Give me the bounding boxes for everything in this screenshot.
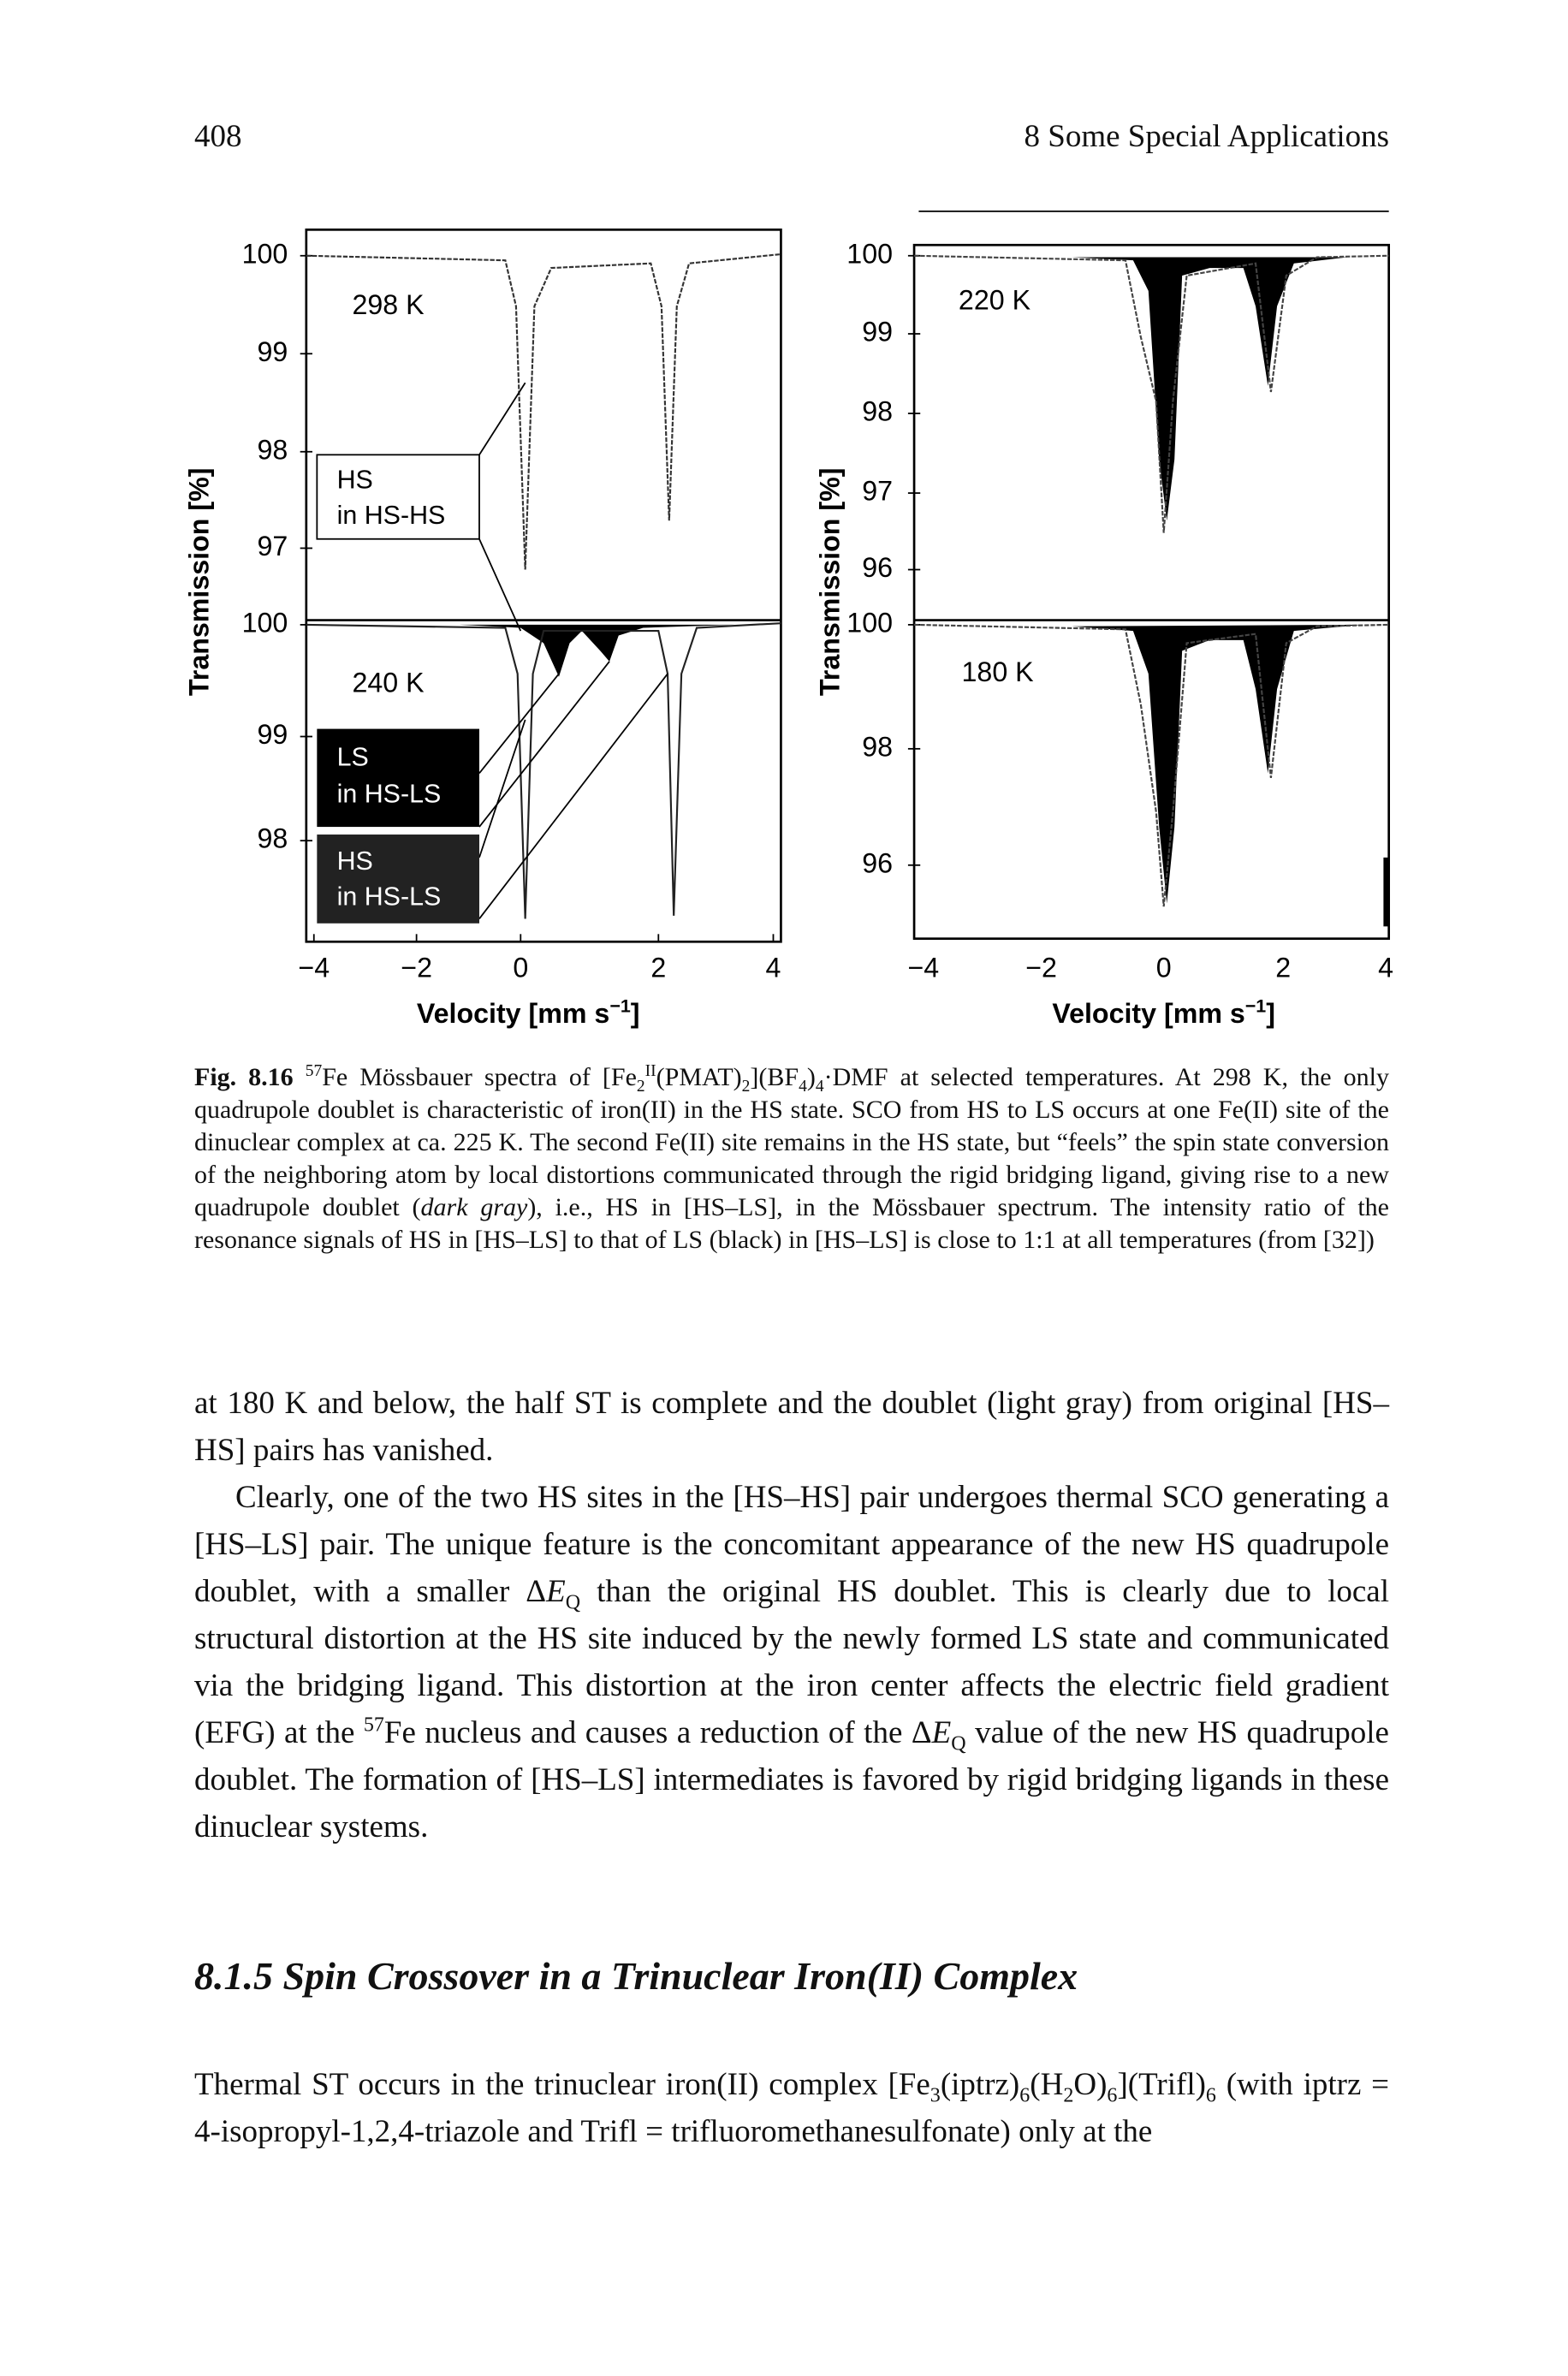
spectrum-fill — [1072, 257, 1348, 521]
y-tick-label: 97 — [862, 476, 893, 507]
caption-text: ·DMF at selected temperatures. At 298 K,… — [194, 1063, 1389, 1221]
caption-text: 2 — [741, 1078, 751, 1096]
legend-text: in HS-LS — [337, 779, 442, 808]
x-axis-label: Velocity [mm s−1] — [417, 996, 640, 1030]
text: 6 — [1019, 2084, 1030, 2107]
x-tick-label: −4 — [907, 952, 939, 983]
caption-text: 57 — [305, 1062, 323, 1080]
y-tick-label: 96 — [862, 552, 893, 583]
spectrum — [306, 622, 781, 919]
caption-text: (PMAT) — [656, 1063, 742, 1091]
spectrum-fill — [459, 624, 735, 677]
legend-box — [317, 728, 479, 828]
text: (with iptrz = 4-isopropyl-1,2,4-triazole… — [194, 2067, 1389, 2149]
y-tick-label: 98 — [862, 396, 893, 427]
text: O) — [1073, 2067, 1108, 2102]
caption-text: 4 — [799, 1078, 807, 1096]
caption-text: ) — [806, 1063, 816, 1091]
left-panel: 100 99 98 97 100 99 98 −4 −2 0 2 4 Trans… — [183, 229, 782, 1030]
legend-text: in HS-LS — [337, 882, 442, 911]
text: Clearly, one of the two HS sites in the … — [194, 1480, 1389, 1609]
y-axis-label: Transmission [%] — [814, 468, 845, 697]
text: 57 — [363, 1714, 384, 1737]
y-tick-label: 100 — [242, 607, 288, 638]
caption-text: dark gray — [420, 1193, 528, 1221]
leader-lines — [478, 382, 668, 919]
spectrum — [306, 252, 781, 570]
page-number: 408 — [194, 119, 242, 154]
temperature-label: 220 K — [959, 284, 1031, 315]
caption-text: ](BF — [750, 1063, 799, 1091]
x-tick-label: 2 — [1275, 952, 1291, 983]
text: than the original HS doublet. This is cl… — [194, 1574, 1390, 1750]
y-tick-label: 99 — [862, 317, 893, 347]
temperature-label: 180 K — [962, 656, 1035, 687]
legend-text: HS — [337, 846, 373, 876]
caption-text: 4 — [815, 1078, 824, 1096]
body-text: at 180 K and below, the half ST is compl… — [194, 1380, 1389, 1850]
y-tick-label: 100 — [242, 238, 288, 269]
legend-text: LS — [337, 743, 369, 772]
x-tick-label: 0 — [1156, 952, 1172, 983]
text: (H — [1030, 2067, 1064, 2102]
legend-text: HS — [337, 466, 373, 495]
text: value of the new HS quadrupole doublet. … — [194, 1715, 1389, 1844]
text: 6 — [1205, 2084, 1216, 2107]
y-tick-label: 96 — [862, 847, 893, 878]
y-axis-label: Transmission [%] — [183, 468, 214, 697]
legend-text: in HS-HS — [337, 501, 446, 530]
section-heading: 8.1.5 Spin Crossover in a Trinuclear Iro… — [194, 1954, 1078, 1998]
legend-box — [317, 835, 479, 924]
temperature-label: 298 K — [352, 289, 425, 320]
paragraph: at 180 K and below, the half ST is compl… — [194, 1386, 1389, 1468]
y-tick-label: 98 — [258, 434, 288, 465]
text: Q — [951, 1732, 966, 1755]
y-tick-label: 100 — [846, 238, 893, 269]
y-tick-label: 97 — [258, 531, 288, 561]
text: Fe nucleus and causes a reduction of the… — [383, 1715, 932, 1750]
text: 3 — [930, 2084, 941, 2107]
temperature-label: 240 K — [352, 668, 425, 698]
spectrum-fill — [1072, 624, 1363, 904]
y-tick-label: 99 — [258, 336, 288, 367]
text: 6 — [1107, 2084, 1118, 2107]
text: Q — [565, 1591, 581, 1614]
text: E — [546, 1574, 566, 1609]
text: Thermal ST occurs in the trinuclear iron… — [194, 2067, 930, 2102]
y-tick-label: 99 — [258, 719, 288, 750]
legend-box — [316, 454, 480, 540]
x-axis-label: Velocity [mm s−1] — [1052, 996, 1275, 1030]
text: 2 — [1063, 2084, 1074, 2107]
spectrum — [914, 254, 1389, 533]
paragraph: Thermal ST occurs in the trinuclear iron… — [194, 2061, 1389, 2155]
x-tick-label: −4 — [298, 952, 330, 983]
y-tick-label: 100 — [846, 607, 893, 638]
x-tick-label: 0 — [513, 952, 528, 983]
text: ](Trifl) — [1117, 2067, 1206, 2102]
caption-text: Fe Mössbauer spectra of [Fe — [322, 1063, 637, 1091]
caption-label: Fig. 8.16 — [194, 1063, 294, 1091]
right-panel: 100 99 98 97 96 100 98 96 −4 −2 0 2 4 Tr… — [814, 210, 1393, 1030]
x-tick-label: 2 — [650, 952, 666, 983]
paragraph: Clearly, one of the two HS sites in the … — [194, 1474, 1389, 1850]
running-title: 8 Some Special Applications — [1024, 119, 1389, 154]
y-tick-label: 98 — [862, 731, 893, 762]
x-tick-label: −2 — [401, 952, 432, 983]
text: (iptrz) — [940, 2067, 1020, 2102]
spectrum — [914, 623, 1389, 907]
x-tick-label: −2 — [1025, 952, 1057, 983]
figure: 100 99 98 97 100 99 98 −4 −2 0 2 4 Trans… — [183, 210, 1393, 1030]
frame — [912, 243, 1391, 941]
figure-caption: Fig. 8.16 57Fe Mössbauer spectra of [Fe2… — [194, 1061, 1389, 1256]
caption-text: ), i.e., HS in [HS–LS], in the Mössbauer… — [194, 1193, 1389, 1254]
caption-text: 2 — [636, 1078, 645, 1096]
frame — [305, 229, 782, 943]
x-tick-label: 4 — [766, 952, 781, 983]
text: E — [931, 1715, 952, 1750]
caption-text: II — [644, 1062, 656, 1080]
y-tick-label: 98 — [258, 823, 288, 854]
x-tick-label: 4 — [1378, 952, 1393, 983]
